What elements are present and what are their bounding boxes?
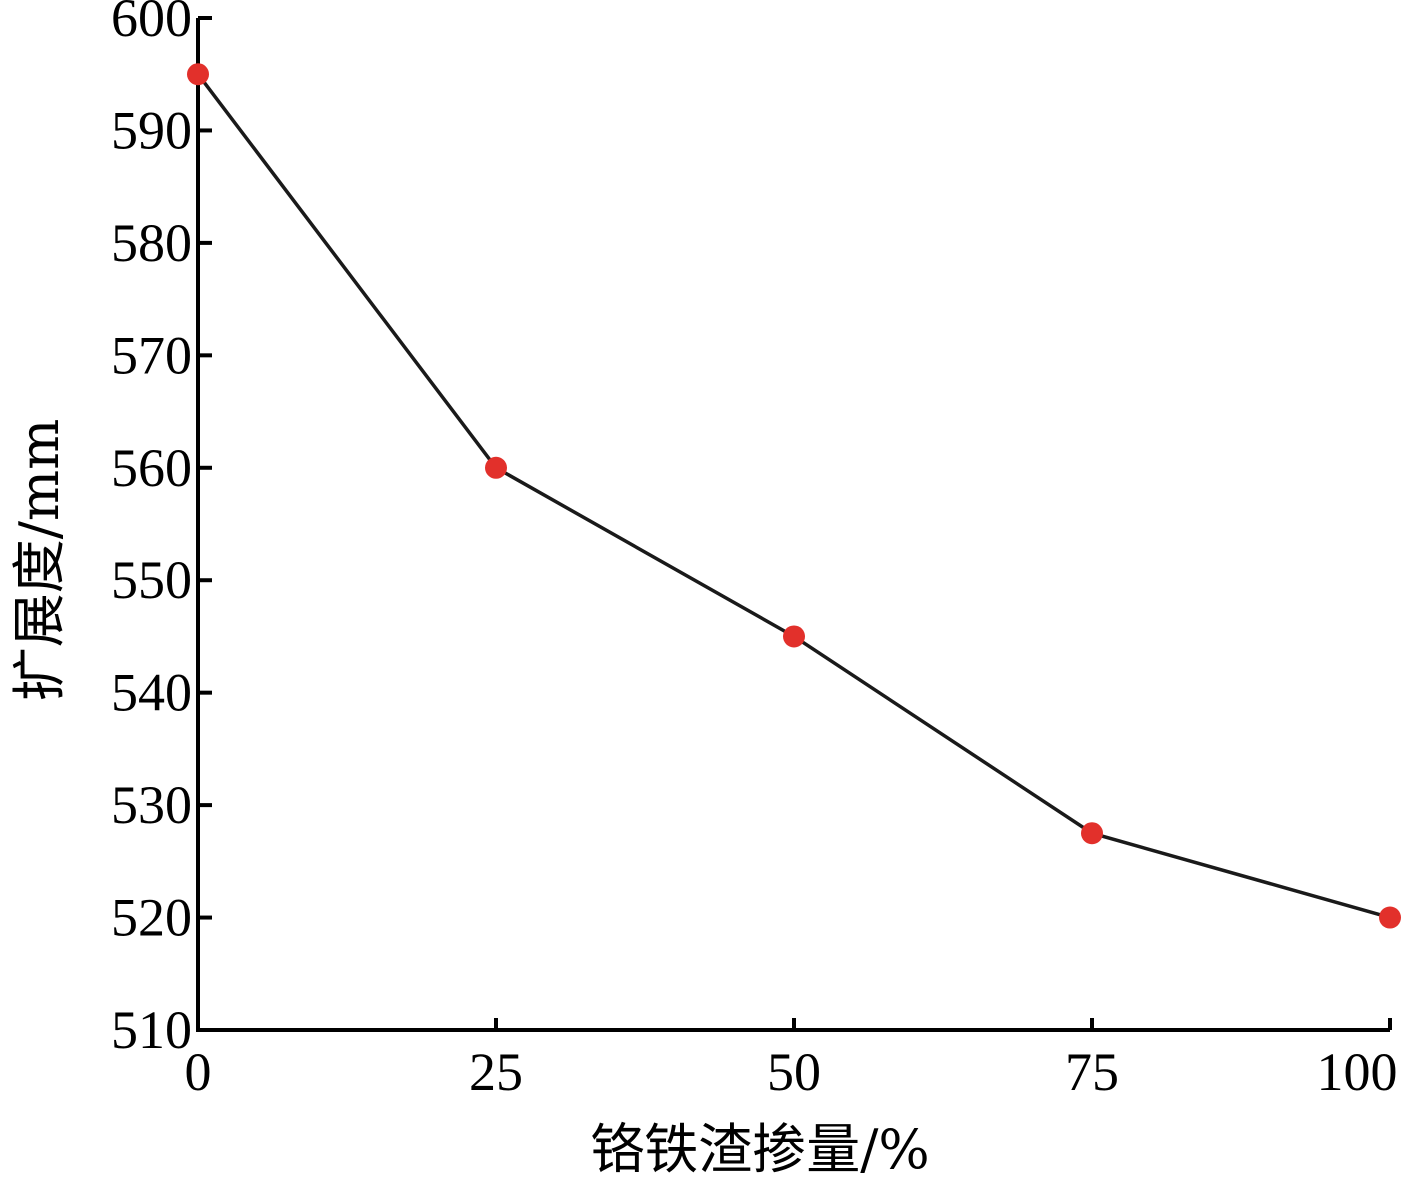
- y-tick-label: 540: [111, 663, 192, 723]
- y-tick-label: 520: [111, 888, 192, 948]
- x-tick-label: 50: [767, 1042, 821, 1102]
- y-tick-label: 590: [111, 100, 192, 160]
- axes: [196, 18, 1390, 1032]
- y-tick-label: 530: [111, 775, 192, 835]
- data-point: [485, 456, 507, 479]
- y-tick-label: 550: [111, 550, 192, 610]
- x-axis-title: 铬铁渣掺量/%: [590, 1118, 930, 1181]
- y-axis-title: 扩展度/mm: [8, 419, 71, 702]
- data-point: [187, 63, 209, 86]
- data-point: [1379, 906, 1401, 929]
- y-axis-ticks: 510 520 530 540 550 560 570 580 590 600: [111, 0, 212, 1060]
- x-tick-label: 100: [1317, 1042, 1398, 1102]
- data-point: [783, 625, 805, 648]
- y-tick-label: 570: [111, 325, 192, 385]
- series-group: [196, 73, 1391, 920]
- y-tick-label: 560: [111, 438, 192, 498]
- series-line: [196, 73, 1391, 920]
- x-tick-label: 25: [469, 1042, 523, 1102]
- data-point: [1081, 822, 1103, 845]
- points-group: [187, 63, 1401, 929]
- x-tick-label: 0: [185, 1042, 212, 1102]
- x-axis-ticks: 0 25 50 75 100: [185, 1018, 1398, 1102]
- x-tick-label: 75: [1065, 1042, 1119, 1102]
- y-tick-label: 600: [111, 0, 192, 48]
- y-tick-label: 510: [111, 1000, 192, 1060]
- y-tick-label: 580: [111, 213, 192, 273]
